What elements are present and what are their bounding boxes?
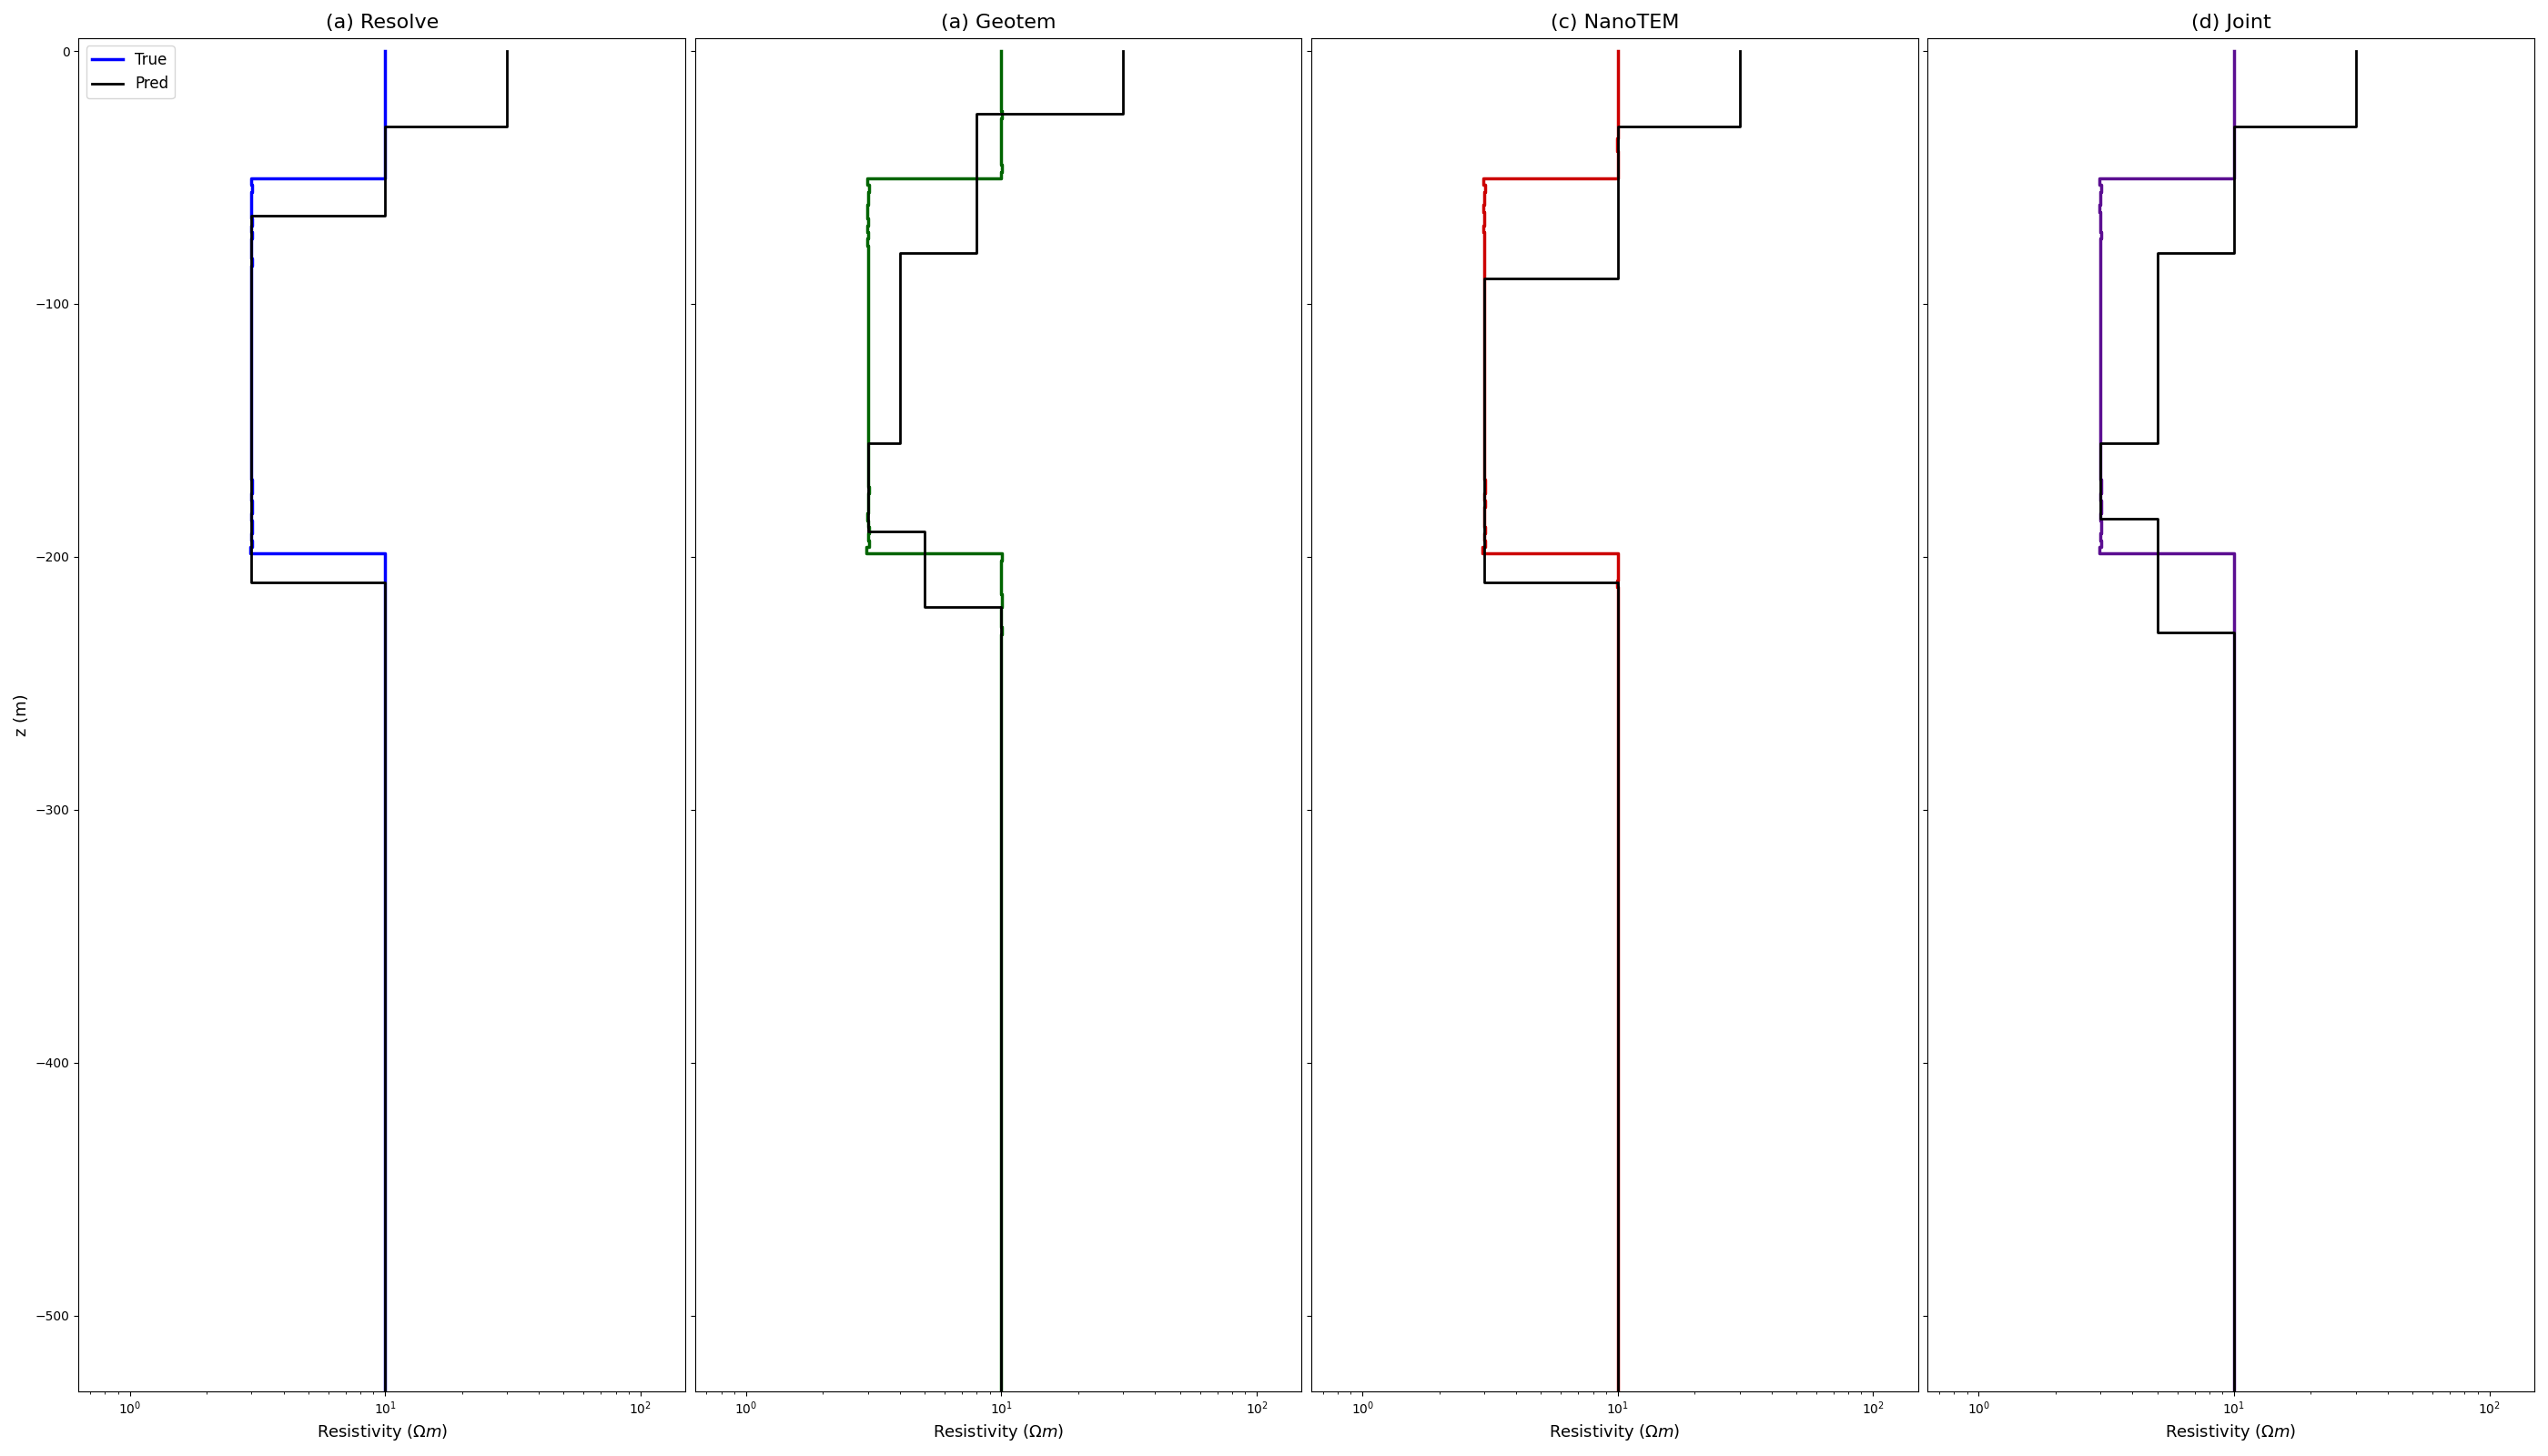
True [2084, 202, 2115, 220]
Pred [884, 245, 915, 262]
Title: (c) NanoTEM: (c) NanoTEM [1549, 13, 1679, 32]
True [1603, 42, 1633, 60]
Pred [237, 574, 268, 591]
Line: Pred: Pred [252, 51, 507, 1392]
True [986, 1015, 1017, 1032]
Pred [1470, 574, 1501, 591]
Pred [854, 434, 884, 451]
Pred [369, 574, 400, 591]
True [986, 572, 1017, 590]
Line: True: True [1483, 51, 1618, 1392]
X-axis label: Resistivity ($\Omega m$): Resistivity ($\Omega m$) [1549, 1423, 1679, 1443]
Legend: True, Pred: True, Pred [87, 47, 173, 99]
Title: (d) Joint: (d) Joint [2191, 13, 2270, 32]
Pred [1108, 42, 1139, 60]
Title: (a) Geotem: (a) Geotem [940, 13, 1055, 32]
Line: Pred: Pred [2100, 51, 2357, 1392]
Pred [2219, 625, 2250, 642]
True [369, 1008, 400, 1025]
Pred [1470, 269, 1501, 287]
Pred [2342, 42, 2372, 60]
Pred [854, 523, 884, 540]
Pred [1603, 1383, 1633, 1401]
Pred [961, 245, 991, 262]
True [854, 478, 884, 495]
True [1603, 887, 1633, 904]
True [1470, 478, 1501, 495]
Line: True: True [250, 51, 385, 1392]
Pred [1108, 105, 1139, 122]
True [369, 42, 400, 60]
Pred [2143, 434, 2173, 451]
True [986, 887, 1017, 904]
Pred [910, 598, 940, 616]
Pred [884, 434, 915, 451]
Pred [237, 207, 268, 224]
True [1603, 1015, 1633, 1032]
True [2219, 42, 2250, 60]
Pred [2219, 1383, 2250, 1401]
Line: Pred: Pred [869, 51, 1124, 1392]
Pred [1603, 269, 1633, 287]
Pred [986, 598, 1017, 616]
True [237, 478, 268, 495]
Pred [369, 118, 400, 135]
X-axis label: Resistivity ($\Omega m$): Resistivity ($\Omega m$) [316, 1423, 448, 1443]
Pred [2219, 118, 2250, 135]
Y-axis label: z (m): z (m) [13, 693, 31, 737]
Pred [910, 523, 940, 540]
True [2087, 478, 2117, 495]
True [2219, 572, 2250, 590]
Pred [2084, 510, 2115, 527]
Pred [492, 118, 522, 135]
Pred [492, 42, 522, 60]
Pred [1603, 574, 1633, 591]
Pred [1725, 42, 1756, 60]
True [854, 202, 884, 220]
Pred [369, 1383, 400, 1401]
Pred [2219, 245, 2250, 262]
True [1603, 1008, 1633, 1025]
X-axis label: Resistivity ($\Omega m$): Resistivity ($\Omega m$) [2166, 1423, 2296, 1443]
Title: (a) Resolve: (a) Resolve [326, 13, 438, 32]
Pred [2143, 625, 2173, 642]
True [1603, 1383, 1633, 1401]
Pred [986, 1383, 1017, 1401]
Line: True: True [866, 51, 1001, 1392]
X-axis label: Resistivity ($\Omega m$): Resistivity ($\Omega m$) [933, 1423, 1065, 1443]
True [369, 1015, 400, 1032]
True [2219, 1008, 2250, 1025]
True [2219, 1015, 2250, 1032]
Pred [2342, 118, 2372, 135]
Pred [369, 207, 400, 224]
True [2219, 887, 2250, 904]
Pred [1603, 118, 1633, 135]
Pred [2143, 245, 2173, 262]
True [369, 572, 400, 590]
True [1603, 572, 1633, 590]
True [2219, 1383, 2250, 1401]
True [986, 42, 1017, 60]
Line: True: True [2100, 51, 2235, 1392]
Pred [2084, 434, 2115, 451]
True [986, 1008, 1017, 1025]
Pred [2143, 510, 2173, 527]
True [369, 1383, 400, 1401]
Pred [1725, 118, 1756, 135]
True [369, 887, 400, 904]
Pred [961, 105, 991, 122]
True [237, 202, 268, 220]
Line: Pred: Pred [1485, 51, 1740, 1392]
True [1468, 202, 1498, 220]
True [986, 1383, 1017, 1401]
